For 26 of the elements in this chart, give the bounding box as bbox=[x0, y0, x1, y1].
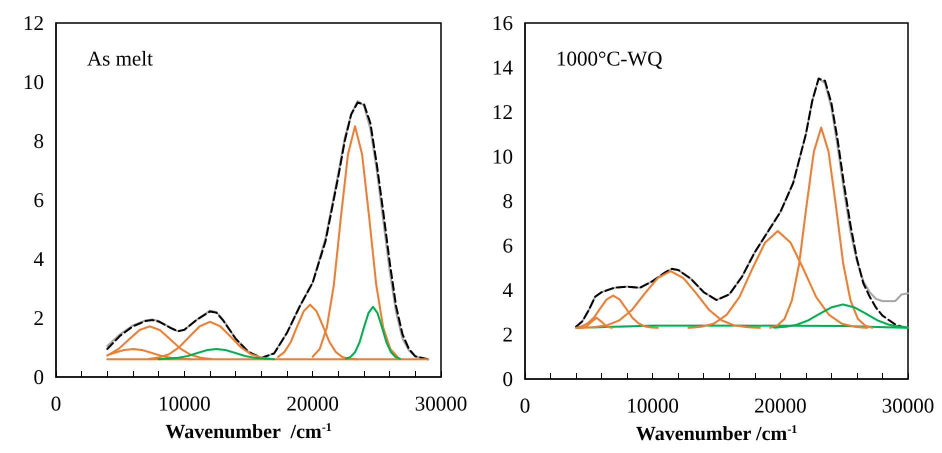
text: 1000°C-WQ bbox=[556, 46, 662, 70]
x-tick-label: 0 bbox=[520, 394, 530, 418]
x-tick-label: 20000 bbox=[286, 392, 339, 416]
y-tick-label: 0 bbox=[502, 367, 513, 391]
y-tick-label: 12 bbox=[492, 100, 513, 124]
y-tick-label: 4 bbox=[502, 278, 514, 302]
y-tick-label: 4 bbox=[34, 247, 44, 271]
y-tick-label: 0 bbox=[34, 365, 44, 389]
y-tick-label: 8 bbox=[502, 189, 513, 213]
y-tick-label: 2 bbox=[502, 322, 513, 346]
x-tick-label: 30000 bbox=[882, 394, 934, 418]
x-tick-label: 20000 bbox=[754, 394, 807, 418]
text: As melt bbox=[87, 46, 154, 70]
x-tick-label: 30000 bbox=[414, 392, 468, 416]
y-tick-label: 6 bbox=[502, 234, 513, 258]
y-tick-label: 12 bbox=[23, 11, 44, 35]
y-tick-label: 6 bbox=[34, 188, 44, 212]
y-tick-label: 16 bbox=[492, 11, 513, 35]
x-tick-label: 10000 bbox=[626, 394, 679, 418]
y-tick-label: 8 bbox=[34, 129, 44, 153]
y-tick-label: 10 bbox=[23, 70, 44, 94]
y-tick-label: 2 bbox=[34, 306, 44, 330]
x-tick-label: 0 bbox=[50, 392, 62, 416]
y-tick-label: 10 bbox=[492, 144, 513, 168]
x-tick-label: 10000 bbox=[158, 392, 211, 416]
y-tick-label: 14 bbox=[492, 56, 514, 80]
